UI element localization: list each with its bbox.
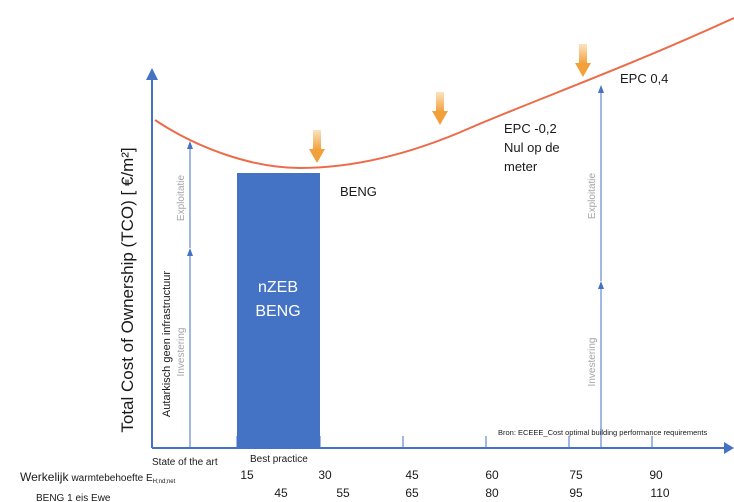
right-investering-arrowhead xyxy=(598,281,604,289)
state-of-art-label: State of the art xyxy=(152,457,218,468)
block-label-beng: BENG xyxy=(255,303,300,320)
row2-value: 110 xyxy=(650,486,669,500)
tco-curve xyxy=(154,17,734,170)
source-note: Bron: ECEEE_Cost optimal building perfor… xyxy=(498,428,708,437)
row2-value: 65 xyxy=(405,486,419,500)
row2-value: 55 xyxy=(336,486,350,500)
epc-neg-line3: meter xyxy=(504,159,538,174)
row1-value: 45 xyxy=(405,468,419,482)
down-arrow-1 xyxy=(309,130,325,163)
row2-label: BENG 1 eis Ewe xyxy=(36,493,111,502)
down-arrow-3 xyxy=(575,44,591,77)
left-investering-label: Investering xyxy=(176,328,187,377)
row1-value: 15 xyxy=(240,468,254,482)
left-investering-arrowhead xyxy=(187,248,193,256)
row1-values: 15 30 45 60 75 90 xyxy=(240,468,663,482)
row1-label: Werkelijk warmtebehoefte EH;nd;net xyxy=(20,470,176,485)
best-practice-label: Best practice xyxy=(250,454,308,465)
left-exploitatie-label: Exploitatie xyxy=(176,174,187,221)
y-axis-label: Total Cost of Ownership (TCO) [ €/m²] xyxy=(118,147,137,432)
left-exploitatie-arrowhead xyxy=(187,141,193,149)
y-axis-arrowhead xyxy=(146,68,158,80)
left-column-label: Autarkisch geen infrastructuur xyxy=(161,271,173,417)
right-exploitatie-label: Exploitatie xyxy=(587,172,598,219)
row2-value: 95 xyxy=(569,486,583,500)
nzeb-block xyxy=(237,173,320,448)
beng-label: BENG xyxy=(340,184,377,199)
row1-value: 30 xyxy=(318,468,332,482)
epc-04-label: EPC 0,4 xyxy=(620,71,668,86)
row2-values: 45 55 65 80 95 110 xyxy=(274,486,670,500)
block-label-nzeb: nZEB xyxy=(258,279,298,296)
row1-value: 90 xyxy=(649,468,663,482)
epc-neg-line2: Nul op de xyxy=(504,140,560,155)
down-arrow-2 xyxy=(432,92,448,125)
epc-neg-line1: EPC -0,2 xyxy=(504,121,557,136)
x-axis-arrowhead xyxy=(724,442,734,454)
row1-value: 60 xyxy=(485,468,499,482)
row1-value: 75 xyxy=(569,468,583,482)
right-exploitatie-arrowhead xyxy=(598,85,604,93)
row2-value: 45 xyxy=(274,486,288,500)
right-investering-label: Investering xyxy=(587,338,598,387)
row2-value: 80 xyxy=(485,486,499,500)
